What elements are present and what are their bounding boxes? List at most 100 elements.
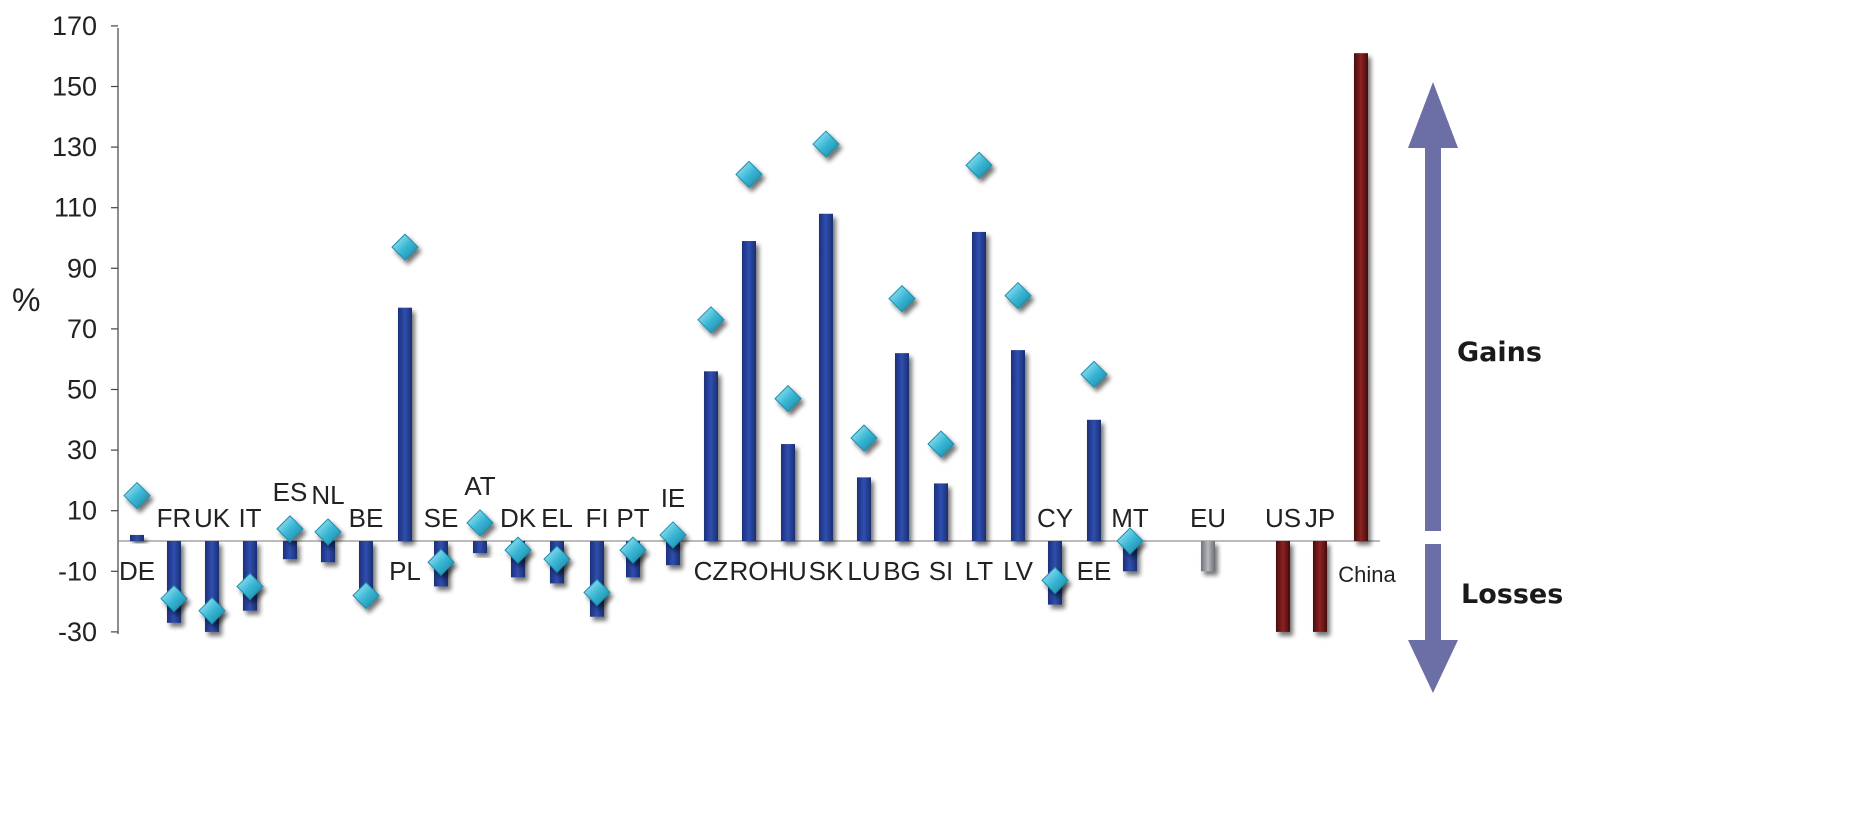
marker-ee (1080, 360, 1108, 389)
y-tick-label: -30 (58, 617, 97, 647)
marker-at (466, 509, 494, 537)
losses-arrow-head (1408, 640, 1458, 693)
bar-lu (857, 477, 871, 541)
bar-de (130, 534, 144, 541)
category-label-bg: BG (883, 556, 921, 586)
y-tick-label: 50 (67, 375, 97, 405)
y-tick-label: 130 (52, 132, 97, 162)
marker-lv (1004, 281, 1032, 310)
marker-hu (774, 384, 802, 413)
bars (130, 53, 1368, 632)
bar-es (283, 541, 297, 560)
category-label-fr: FR (157, 503, 192, 533)
bar-be (359, 541, 373, 593)
category-label-el: EL (541, 503, 573, 533)
marker-lu (850, 424, 878, 452)
category-label-china: China (1338, 562, 1396, 587)
bar-hu (781, 444, 795, 541)
bar-us (1276, 541, 1290, 632)
marker-be (352, 581, 380, 610)
category-label-sk: SK (809, 556, 844, 586)
bar-nl (321, 541, 335, 563)
category-label-pt: PT (616, 503, 649, 533)
y-tick-label: 30 (67, 435, 97, 465)
marker-de (123, 481, 151, 510)
y-tick-label: 10 (67, 496, 97, 526)
gains-arrow-head (1408, 82, 1458, 148)
y-axis-label: % (12, 282, 40, 318)
losses-label: Losses (1461, 579, 1563, 610)
marker-es (276, 515, 304, 543)
category-label-nl: NL (311, 480, 344, 510)
losses-arrow-shaft (1425, 544, 1441, 644)
y-tick-label: 110 (54, 193, 97, 223)
y-tick-label: 170 (52, 11, 97, 41)
bar-si (934, 483, 948, 541)
category-label-si: SI (929, 556, 954, 586)
marker-sk (812, 130, 840, 158)
marker-el (543, 545, 571, 573)
bar-lv (1011, 350, 1025, 541)
marker-ie (659, 521, 687, 549)
category-label-pl: PL (389, 556, 421, 586)
y-axis: 170 150 130 110 90 70 50 30 10 -10 -30 (52, 11, 118, 647)
category-label-it: IT (238, 503, 261, 533)
gains-arrow-shaft (1425, 145, 1441, 531)
category-label-cy: CY (1037, 503, 1073, 533)
bar-lt (972, 231, 986, 541)
category-label-de: DE (119, 556, 155, 586)
category-label-lv: LV (1003, 556, 1034, 586)
gains-arrow (1408, 82, 1458, 531)
marker-ro (735, 160, 763, 189)
marker-se (427, 548, 455, 576)
y-tick-label: -10 (58, 556, 97, 586)
category-label-hu: HU (769, 556, 807, 586)
category-label-es: ES (273, 477, 308, 507)
category-label-ie: IE (661, 483, 686, 513)
category-label-at: AT (464, 471, 495, 501)
marker-cz (697, 306, 725, 334)
bar-ro (742, 241, 756, 541)
bar-ee (1087, 419, 1101, 541)
category-label-eu: EU (1190, 503, 1226, 533)
bar-eu (1201, 541, 1215, 572)
marker-pl (391, 233, 419, 261)
category-label-se: SE (424, 503, 459, 533)
category-label-us: US (1265, 503, 1301, 533)
category-label-ee: EE (1077, 556, 1112, 586)
marker-bg (888, 284, 916, 313)
marker-cy (1041, 566, 1069, 595)
marker-nl (314, 518, 342, 546)
markers (123, 130, 1144, 625)
category-label-cz: CZ (694, 556, 729, 586)
marker-fi (583, 578, 611, 607)
marker-lt (965, 151, 993, 179)
category-label-fi: FI (585, 503, 608, 533)
marker-si (927, 430, 955, 458)
bar-sk (819, 213, 833, 541)
bar-china (1354, 53, 1368, 542)
category-label-dk: DK (500, 503, 537, 533)
category-label-mt: MT (1111, 503, 1149, 533)
marker-pt (619, 536, 647, 564)
bar-cz (704, 371, 718, 541)
bar-at (473, 541, 487, 554)
marker-fr (160, 584, 188, 613)
bar-bg (895, 353, 909, 541)
y-tick-label: 150 (52, 72, 97, 102)
marker-it (236, 572, 264, 601)
y-tick-label: 90 (67, 253, 97, 283)
category-label-uk: UK (194, 503, 231, 533)
marker-uk (198, 596, 226, 625)
y-tick-label: 70 (67, 314, 97, 344)
bar-pl (398, 307, 412, 541)
category-label-ro: RO (730, 556, 769, 586)
marker-dk (504, 536, 532, 564)
category-label-lu: LU (847, 556, 880, 586)
losses-arrow (1408, 544, 1458, 693)
bar-jp (1313, 541, 1327, 632)
bar-ie (666, 541, 680, 566)
gains-label: Gains (1457, 337, 1542, 368)
